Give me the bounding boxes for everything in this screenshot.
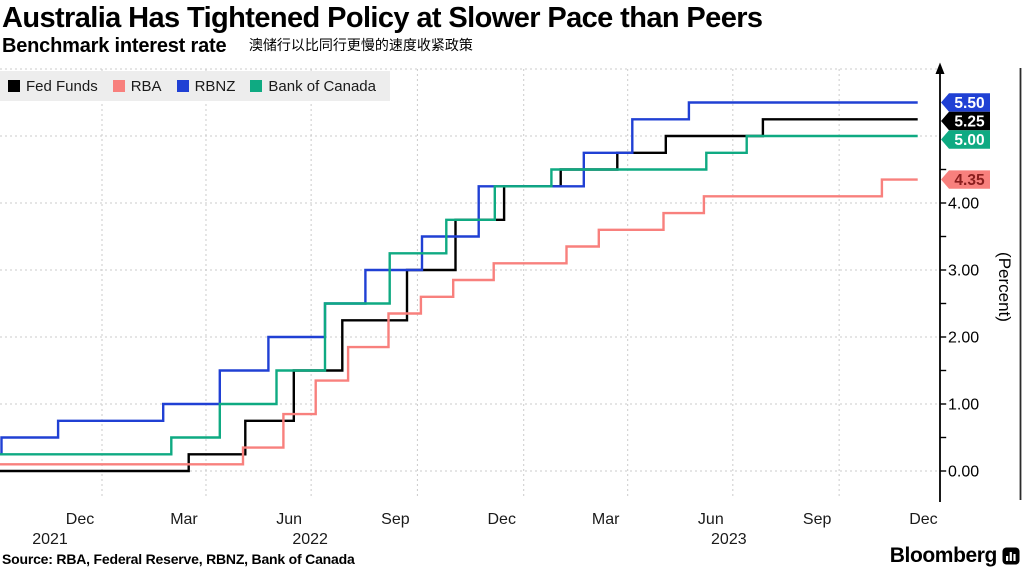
x-tick-label: Dec [66, 511, 94, 528]
series-line-bank-of-canada [0, 134, 918, 456]
series-line-fed-funds [0, 118, 918, 473]
chart-subtitle-chinese: 澳储行以比同行更慢的速度收紧政策 [248, 37, 473, 53]
chart-legend: Fed Funds RBA RBNZ Bank of Canada [0, 71, 390, 101]
legend-item-fed-funds: Fed Funds [8, 78, 98, 95]
y-tick-label: 0.00 [948, 464, 979, 481]
value-badge-label-bank-of-canada: 5.00 [954, 132, 984, 149]
value-badge-bank-of-canada [941, 130, 990, 149]
value-badge-rbnz [941, 93, 990, 112]
x-year-label: 2021 [32, 531, 68, 548]
subtitle-row: Benchmark interest rate 澳储行以比同行更慢的速度收紧政策 [2, 35, 473, 58]
bloomberg-bars-icon [1002, 547, 1020, 565]
y-tick-label: 4.00 [948, 196, 979, 213]
legend-label-bank-of-canada: Bank of Canada [268, 77, 376, 95]
legend-item-rbnz: RBNZ [176, 77, 236, 95]
legend-item-bank-of-canada: Bank of Canada [250, 78, 376, 95]
legend-item-rba: RBA [112, 77, 162, 95]
bloomberg-logo: Bloomberg [890, 544, 1020, 568]
y-tick-label: 3.00 [948, 263, 979, 280]
rbnz-swatch-icon [176, 80, 189, 92]
x-tick-label: Mar [170, 511, 198, 528]
x-tick-label: Jun [276, 511, 302, 528]
value-badge-label-fed-funds: 5.25 [954, 114, 985, 131]
x-tick-label: Dec [909, 511, 937, 528]
value-badge-fed-funds [941, 111, 990, 131]
fed-funds-swatch-icon [8, 80, 20, 92]
x-tick-label: Sep [381, 511, 410, 528]
bank-of-canada-swatch-icon [250, 80, 263, 92]
chart-subtitle: Benchmark interest rate [2, 35, 227, 57]
legend-label-rbnz: RBNZ [194, 77, 236, 95]
page-title: Australia Has Tightened Policy at Slower… [2, 2, 763, 34]
x-year-label: 2022 [292, 531, 328, 548]
series-line-rbnz [0, 101, 918, 456]
rba-swatch-icon [112, 80, 125, 92]
value-badge-label-rba: 4.35 [954, 172, 985, 189]
legend-label-rba: RBA [130, 77, 162, 95]
legend-label-fed-funds: Fed Funds [26, 77, 98, 95]
value-badge-rba [941, 170, 990, 189]
y-tick-label: 2.00 [948, 330, 979, 347]
y-axis-arrow-icon [935, 62, 945, 74]
x-tick-label: Dec [487, 511, 515, 528]
x-tick-label: Jun [698, 511, 724, 528]
y-tick-label: 1.00 [948, 397, 979, 414]
bloomberg-wordmark: Bloomberg [889, 544, 998, 567]
y-axis-title: (Percent) [995, 252, 1014, 322]
value-badge-label-rbnz: 5.50 [954, 95, 984, 112]
series-line-rba [0, 178, 918, 466]
source-line: Source: RBA, Federal Reserve, RBNZ, Bank… [2, 551, 355, 567]
x-year-label: 2023 [711, 531, 747, 548]
x-tick-label: Sep [803, 511, 832, 528]
x-tick-label: Mar [592, 511, 620, 528]
